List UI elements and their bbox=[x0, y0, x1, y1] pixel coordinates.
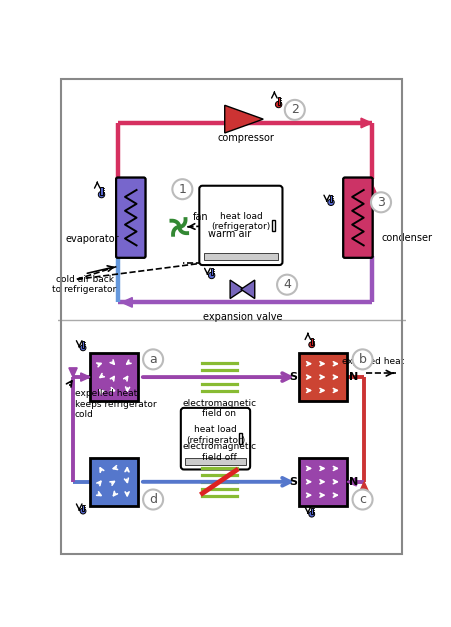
Text: compressor: compressor bbox=[217, 134, 274, 144]
Text: b: b bbox=[358, 353, 366, 366]
Text: 1: 1 bbox=[178, 182, 186, 196]
Bar bbox=[299, 353, 346, 401]
Text: N: N bbox=[349, 477, 358, 487]
Bar bbox=[277, 97, 279, 105]
FancyBboxPatch shape bbox=[343, 177, 372, 258]
Bar bbox=[90, 353, 138, 401]
Text: 3: 3 bbox=[376, 196, 384, 209]
Text: d: d bbox=[149, 493, 157, 506]
Polygon shape bbox=[360, 118, 371, 128]
FancyBboxPatch shape bbox=[199, 186, 282, 265]
Circle shape bbox=[284, 100, 304, 120]
Circle shape bbox=[352, 349, 372, 369]
Text: evaporator: evaporator bbox=[65, 234, 119, 245]
Circle shape bbox=[275, 102, 281, 108]
Circle shape bbox=[276, 275, 296, 295]
FancyBboxPatch shape bbox=[116, 177, 145, 258]
Text: condenser: condenser bbox=[380, 233, 431, 243]
FancyBboxPatch shape bbox=[343, 177, 372, 258]
Bar bbox=[210, 268, 212, 275]
Text: a: a bbox=[149, 353, 156, 366]
Bar bbox=[82, 505, 84, 511]
Polygon shape bbox=[240, 280, 254, 298]
Text: 4: 4 bbox=[282, 278, 290, 291]
Circle shape bbox=[98, 191, 105, 198]
Polygon shape bbox=[69, 368, 77, 377]
Bar bbox=[100, 187, 102, 194]
Polygon shape bbox=[121, 298, 132, 307]
Circle shape bbox=[308, 511, 314, 517]
FancyBboxPatch shape bbox=[116, 177, 145, 258]
Text: c: c bbox=[358, 493, 365, 506]
Polygon shape bbox=[359, 482, 368, 491]
Circle shape bbox=[80, 508, 86, 514]
Circle shape bbox=[327, 199, 333, 206]
Bar bbox=[203, 253, 277, 260]
Bar bbox=[310, 338, 312, 345]
Circle shape bbox=[143, 490, 163, 510]
Text: 2: 2 bbox=[290, 103, 298, 117]
Text: expansion valve: expansion valve bbox=[202, 312, 281, 322]
Text: warm air: warm air bbox=[207, 229, 250, 239]
Circle shape bbox=[143, 349, 163, 369]
Text: S: S bbox=[289, 372, 296, 382]
Bar bbox=[299, 458, 346, 505]
Circle shape bbox=[308, 342, 314, 347]
Polygon shape bbox=[367, 183, 376, 193]
Bar bbox=[271, 220, 274, 231]
Circle shape bbox=[172, 179, 192, 199]
Bar bbox=[90, 458, 138, 505]
Bar bbox=[310, 508, 312, 514]
Text: heat load
(refrigerator): heat load (refrigerator) bbox=[185, 425, 244, 445]
Text: electromagnetic
field on: electromagnetic field on bbox=[182, 399, 256, 418]
Circle shape bbox=[208, 272, 214, 278]
Text: cold air back
to refrigerator: cold air back to refrigerator bbox=[52, 275, 116, 295]
Circle shape bbox=[177, 225, 181, 229]
Text: expelled heat: expelled heat bbox=[341, 357, 404, 366]
Circle shape bbox=[80, 345, 86, 350]
Text: S: S bbox=[289, 477, 296, 487]
Polygon shape bbox=[81, 373, 90, 381]
Text: fan: fan bbox=[192, 212, 207, 222]
Bar bbox=[239, 433, 242, 444]
Circle shape bbox=[370, 192, 390, 213]
Text: expelled heat
keeps refrigerator
cold: expelled heat keeps refrigerator cold bbox=[74, 389, 156, 419]
Text: N: N bbox=[349, 372, 358, 382]
Polygon shape bbox=[224, 105, 262, 133]
Text: heat load
(refrigerator): heat load (refrigerator) bbox=[211, 212, 270, 231]
FancyBboxPatch shape bbox=[180, 408, 249, 470]
Bar bbox=[185, 458, 245, 465]
Bar bbox=[329, 195, 331, 203]
Circle shape bbox=[352, 490, 372, 510]
Text: electromagnetic
field off: electromagnetic field off bbox=[182, 443, 256, 461]
Polygon shape bbox=[346, 478, 355, 486]
Bar bbox=[82, 341, 84, 348]
Polygon shape bbox=[230, 280, 244, 298]
